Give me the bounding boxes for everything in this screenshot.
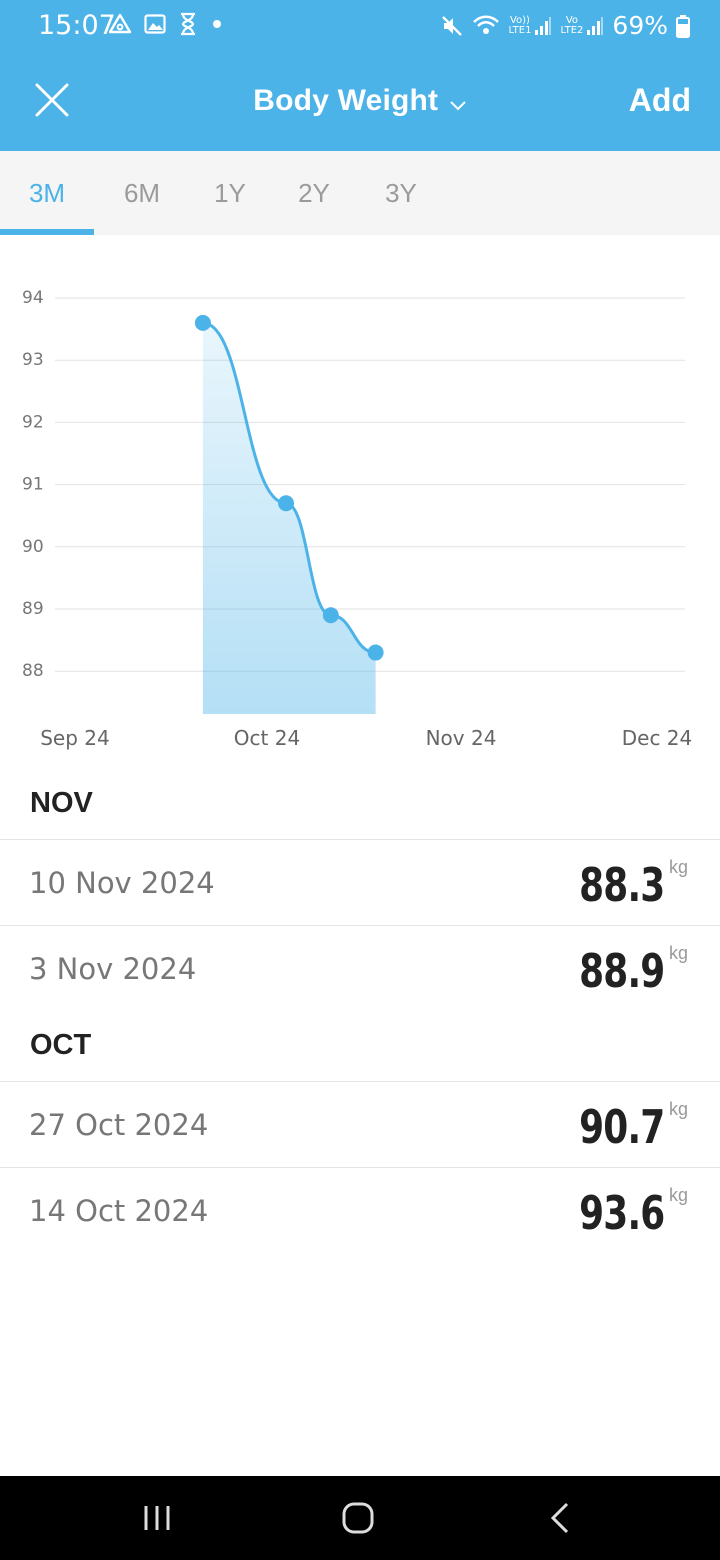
entry-date: 10 Nov 2024 [29, 866, 215, 900]
x-tick-label: Sep 24 [40, 726, 110, 750]
image-icon [144, 14, 166, 34]
list-item[interactable]: 10 Nov 2024 88.3 kg [0, 840, 720, 925]
data-point [278, 495, 295, 512]
list-item[interactable]: 27 Oct 2024 90.7 kg [0, 1082, 720, 1167]
y-tick-label: 92 [22, 412, 44, 432]
weight-area [202, 322, 376, 714]
app-bar: Body Weight Add [0, 54, 720, 151]
section-title-nov: NOV [30, 787, 93, 819]
status-time: 15:07 [38, 10, 116, 41]
x-tick-label: Nov 24 [426, 726, 497, 750]
dot-icon [213, 20, 221, 28]
chevron-down-icon [449, 101, 466, 111]
tab-1y[interactable]: 1Y [214, 177, 246, 208]
data-point [194, 314, 211, 331]
back-button[interactable] [530, 1494, 590, 1542]
close-button[interactable] [28, 76, 76, 124]
list-item[interactable]: 14 Oct 2024 93.6 kg [0, 1168, 720, 1253]
signal-icon [535, 16, 552, 35]
list-item[interactable]: 3 Nov 2024 88.9 kg [0, 926, 720, 1011]
y-tick-label: 88 [22, 661, 44, 681]
entry-unit: kg [668, 1099, 688, 1119]
entry-value: 93.6 [578, 1186, 665, 1240]
entry-unit: kg [668, 857, 688, 877]
divider [0, 839, 720, 840]
sim2-volte-label: Vo [565, 14, 579, 26]
range-tabs: 3M 6M 1Y 2Y 3Y [0, 151, 720, 235]
divider [0, 1081, 720, 1082]
metric-selector[interactable]: Body Weight [0, 84, 720, 118]
entry-value: 90.7 [578, 1100, 665, 1154]
tab-2y[interactable]: 2Y [298, 177, 330, 208]
x-tick-label: Oct 24 [234, 726, 300, 750]
entry-value: 88.9 [578, 944, 665, 998]
y-tick-label: 89 [22, 599, 44, 619]
active-tab-indicator [0, 229, 94, 235]
close-icon [35, 83, 69, 117]
system-nav-bar [0, 1476, 720, 1560]
entry-date: 14 Oct 2024 [29, 1194, 209, 1228]
back-icon [550, 1502, 569, 1534]
divider [0, 925, 720, 926]
signal-icon [587, 16, 604, 35]
app-header: 15:07 Vo)) LTE1 Vo LTE2 [0, 0, 720, 151]
sim1-volte-label: Vo)) [509, 14, 530, 26]
mute-icon [442, 15, 463, 36]
status-bar: 15:07 Vo)) LTE1 Vo LTE2 [0, 0, 720, 54]
y-tick-label: 93 [22, 350, 44, 370]
y-tick-label: 91 [22, 475, 44, 495]
sim2-label: LTE2 [560, 24, 584, 36]
y-tick-label: 94 [22, 288, 44, 308]
weight-chart-svg: 94 93 92 91 90 89 88 Sep 24 Oct 24 Nov 24 Dec 24 [22, 288, 693, 750]
wifi-icon [473, 15, 500, 34]
tab-3y[interactable]: 3Y [385, 177, 417, 208]
y-tick-label: 90 [22, 537, 44, 557]
status-system-icons: Vo)) LTE1 Vo LTE2 69% [440, 11, 690, 40]
divider [0, 1167, 720, 1168]
data-point [367, 644, 384, 661]
battery-percent: 69% [612, 11, 668, 40]
warning-triangle-icon [108, 13, 132, 34]
add-button[interactable]: Add [628, 82, 691, 118]
section-title-oct: OCT [30, 1029, 92, 1061]
entry-unit: kg [668, 943, 688, 963]
recent-apps-icon [144, 1506, 170, 1530]
sim2-indicator: Vo LTE2 [560, 14, 604, 36]
weight-line [202, 321, 376, 655]
sim1-label: LTE1 [508, 24, 532, 36]
status-notification-icons [108, 12, 224, 36]
entry-date: 27 Oct 2024 [29, 1108, 209, 1142]
entry-unit: kg [668, 1185, 688, 1205]
tab-3m[interactable]: 3M [28, 177, 66, 208]
home-button[interactable] [328, 1494, 388, 1542]
page-title: Body Weight [253, 84, 439, 117]
hourglass-icon [181, 12, 195, 36]
sim1-indicator: Vo)) LTE1 [508, 14, 552, 36]
entry-value: 88.3 [578, 858, 665, 912]
home-icon [342, 1502, 374, 1534]
tab-6m[interactable]: 6M [123, 177, 161, 208]
data-point [322, 607, 339, 624]
entry-date: 3 Nov 2024 [29, 952, 197, 986]
recent-apps-button[interactable] [127, 1494, 187, 1542]
weight-chart: 94 93 92 91 90 89 88 Sep 24 Oct 24 Nov 24 Dec 24 [0, 235, 720, 765]
x-tick-label: Dec 24 [622, 726, 693, 750]
battery-icon [676, 14, 690, 38]
